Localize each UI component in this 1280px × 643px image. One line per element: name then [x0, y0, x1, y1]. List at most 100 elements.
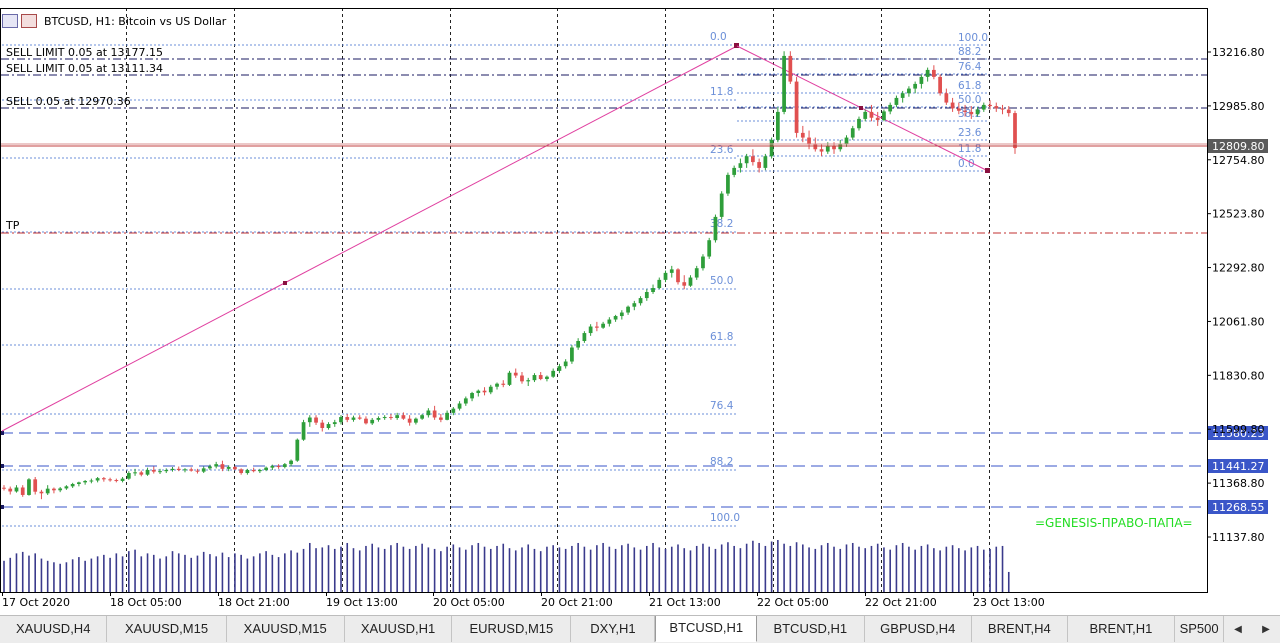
fib-level-label: 23.6	[710, 144, 734, 156]
candle-body	[332, 422, 337, 425]
candle-body	[233, 466, 237, 470]
y-tick-label: 12523.80	[1212, 208, 1265, 221]
candle-body	[850, 128, 855, 138]
tab-btcusd-h1[interactable]: BTCUSD,H1	[757, 616, 865, 642]
tab-dxy-h1[interactable]: DXY,H1	[571, 616, 656, 642]
candle-body	[751, 156, 755, 163]
candle-body	[925, 69, 930, 77]
candle-body	[95, 478, 100, 481]
candle-body	[863, 111, 868, 119]
candle-body	[438, 417, 443, 420]
candle-body	[825, 145, 830, 152]
candle-body	[800, 132, 805, 138]
candle-body	[900, 93, 905, 98]
tab-eurusd-m15[interactable]: EURUSD,M15	[452, 616, 572, 642]
candle-body	[58, 488, 63, 491]
tab-brent-h4[interactable]: BRENT,H4	[972, 616, 1068, 642]
candle-body	[470, 393, 474, 399]
candle-body	[176, 468, 181, 471]
candle-body	[644, 292, 649, 299]
genesis-annotation: =GENESIS-ПРАВО-ПАПА=	[1035, 516, 1193, 530]
trendline-end-handle[interactable]	[734, 43, 739, 48]
candle-body	[339, 417, 343, 423]
fib-small-level-label: 88.2	[958, 46, 981, 58]
candle-body	[195, 470, 200, 472]
x-tick-label: 22 Oct 21:00	[865, 596, 937, 609]
candle-body	[950, 102, 955, 109]
price-chart[interactable]: 0.0 11.8 23.6 38.2 50.0 61.8 76.4 88.2 100.0 100.…	[0, 0, 1280, 615]
order-line-label: SELL LIMIT 0.05 at 13177.15	[6, 46, 163, 59]
candle-body	[64, 486, 69, 489]
tab-xauusd-h1[interactable]: XAUUSD,H1	[345, 616, 453, 642]
fib-small-level-label: 0.0	[958, 158, 975, 170]
candle-body	[257, 470, 262, 472]
candle-body	[551, 370, 556, 377]
fib-level-label: 76.4	[710, 400, 734, 412]
tab-gbpusd-h4[interactable]: GBPUSD,H4	[865, 616, 972, 642]
candle-body	[613, 316, 618, 320]
candle-body	[426, 410, 431, 416]
candle-body	[495, 383, 499, 387]
tab-brent-h1[interactable]: BRENT,H1	[1068, 616, 1176, 642]
level-anchor[interactable]	[0, 431, 4, 435]
candle-body	[482, 390, 487, 393]
trendline-up[interactable]	[1, 45, 738, 432]
candle-body	[570, 347, 574, 362]
candle-body	[39, 491, 44, 494]
candle-body	[619, 312, 624, 317]
trendline-down-mid-handle[interactable]	[859, 106, 863, 110]
candle-body	[214, 464, 219, 467]
candle-body	[457, 403, 462, 409]
candle-body	[1013, 113, 1017, 149]
candle-body	[931, 69, 936, 77]
candle-body	[963, 110, 967, 112]
candle-body	[45, 488, 50, 494]
candle-body	[526, 380, 531, 382]
current-price-label: 12809.80	[1212, 140, 1265, 153]
candle-body	[226, 466, 231, 469]
candle-body	[657, 279, 662, 289]
fib-small-level-label: 100.0	[958, 32, 988, 44]
chart-window-icon[interactable]	[2, 14, 18, 28]
tab-scroll-right-icon[interactable]: ▶	[1262, 623, 1270, 635]
fibonacci-levels: 0.0 11.8 23.6 38.2 50.0 61.8 76.4 88.2 100.0 100.…	[2, 31, 988, 527]
tab-scroll-left-icon[interactable]: ◀	[1234, 623, 1242, 635]
tab-sp500[interactable]: SP500	[1175, 616, 1224, 642]
x-tick-label: 20 Oct 21:00	[541, 596, 613, 609]
candle-body	[807, 137, 811, 145]
candle-body	[638, 298, 643, 304]
candle-body	[507, 372, 512, 385]
candle-body	[420, 415, 425, 419]
candle-body	[351, 417, 356, 420]
x-tick-label: 19 Oct 13:00	[326, 596, 398, 609]
level-anchor[interactable]	[0, 464, 4, 468]
fib-level-label: 100.0	[710, 512, 740, 524]
x-tick-label: 23 Oct 13:00	[973, 596, 1045, 609]
candle-body	[114, 480, 119, 482]
tab-xauusd-h4[interactable]: XAUUSD,H4	[0, 616, 108, 642]
candle-body	[401, 415, 406, 419]
trendline-midpoint-handle[interactable]	[283, 281, 287, 285]
current-price-tag	[1208, 139, 1268, 153]
y-tick-label: 12754.80	[1212, 154, 1265, 167]
level-anchor[interactable]	[0, 505, 4, 509]
chart-title: BTCUSD, H1: Bitcoin vs US Dollar	[44, 14, 227, 28]
tab-btcusd-h1[interactable]: BTCUSD,H1	[655, 616, 758, 642]
candle-body	[513, 372, 518, 376]
trendline-down-end-handle[interactable]	[985, 168, 990, 173]
candle-body	[8, 488, 13, 492]
candle-body	[133, 472, 137, 474]
level-price-tag	[1208, 459, 1268, 473]
y-tick-label: 12061.80	[1212, 315, 1265, 328]
tab-xauusd-m15[interactable]: XAUUSD,M15	[107, 616, 227, 642]
candle-body	[875, 117, 880, 121]
candle-body	[77, 482, 81, 484]
candle-body	[282, 464, 287, 467]
candle-body	[520, 375, 524, 382]
candle-body	[832, 145, 836, 150]
tab-xauusd-m15[interactable]: XAUUSD,M15	[227, 616, 345, 642]
chart-type-icon[interactable]	[21, 14, 37, 28]
candle-body	[488, 386, 493, 393]
candle-body	[594, 326, 599, 328]
candle-body	[769, 139, 774, 157]
